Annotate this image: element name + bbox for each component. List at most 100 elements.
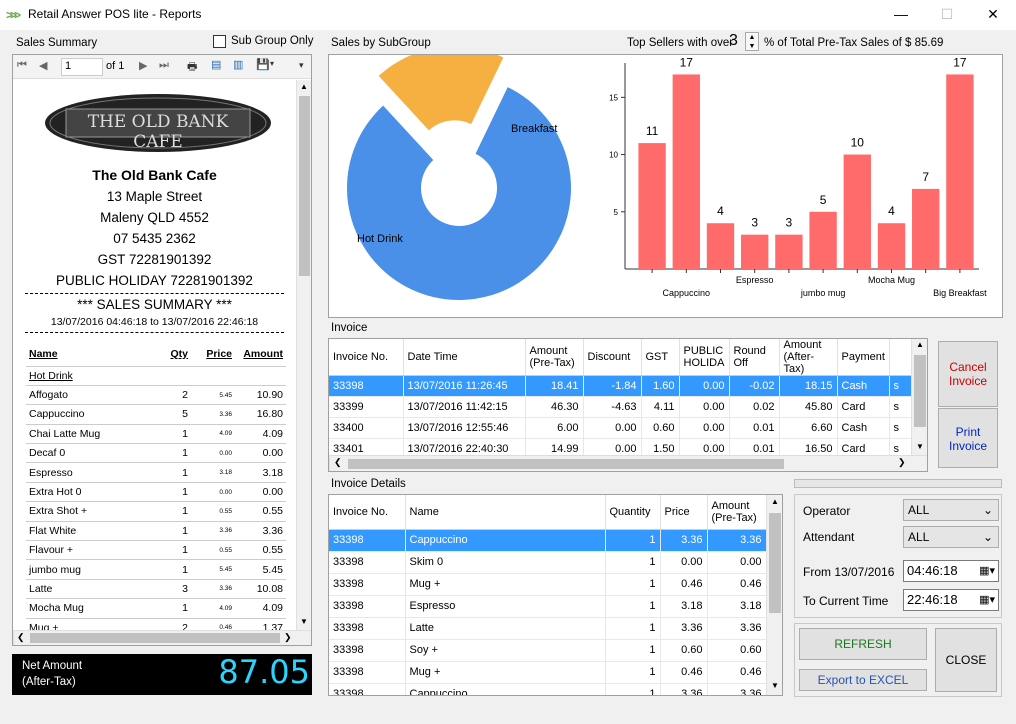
detail-cell: 1 — [605, 617, 661, 640]
to-time-picker[interactable]: 22:46:18 ▦▾ — [903, 589, 999, 611]
summary-cell-name: Extra Shot + — [26, 501, 146, 522]
invoice-row[interactable]: 33398 13/07/2016 11:26:45 18.41 -1.84 1.60 0.… — [329, 375, 927, 397]
action-panel: REFRESH CLOSE Export to EXCEL — [794, 623, 1002, 697]
close-button[interactable]: CLOSE — [935, 628, 997, 692]
invoice-header[interactable]: PUBLIC HOLIDA — [679, 339, 730, 376]
detail-row[interactable]: 33398 Mug +1 0.46 0.46 — [329, 573, 767, 596]
summary-cell-price: 5.45 — [191, 559, 235, 580]
summary-cell-price: 0.00 — [191, 443, 235, 464]
operator-label: Operator — [803, 504, 851, 518]
detail-header[interactable]: Quantity — [605, 495, 661, 530]
detail-cell: 33398 — [329, 661, 406, 684]
scroll-down-icon[interactable]: ▼ — [300, 617, 308, 626]
detail-header[interactable]: Name — [405, 495, 606, 530]
hscroll-thumb[interactable] — [348, 459, 784, 469]
detail-row[interactable]: 33398 Latte 1 3.36 3.36 — [329, 617, 767, 640]
page-setup-icon[interactable]: ▤ — [211, 59, 222, 71]
invoice-hscroll[interactable]: ❮ ❯ — [329, 455, 927, 471]
detail-row[interactable]: 33398 Mug +1 0.46 0.46 — [329, 661, 767, 684]
attendant-select[interactable]: ALL ⌄ — [903, 526, 999, 548]
invoice-header[interactable]: GST — [641, 339, 680, 376]
detail-header[interactable]: Invoice No. — [329, 495, 406, 530]
calendar-icon[interactable]: ▦▾ — [979, 565, 995, 577]
scroll-thumb[interactable] — [769, 513, 781, 613]
scroll-right-icon[interactable]: ❯ — [898, 457, 906, 467]
summary-cell-qty: 3 — [146, 579, 191, 600]
invoice-header[interactable]: Invoice No. — [329, 339, 404, 376]
from-time-picker[interactable]: 04:46:18 ▦▾ — [903, 560, 999, 582]
export-excel-button[interactable]: Export to EXCEL — [799, 669, 927, 691]
refresh-button[interactable]: REFRESH — [799, 628, 927, 660]
sub-group-checkbox[interactable] — [213, 35, 226, 48]
detail-cell: Mug + — [405, 573, 606, 596]
details-vscroll[interactable]: ▲ ▼ — [766, 495, 782, 695]
detail-cell: 0.46 — [660, 573, 708, 596]
invoice-row[interactable]: 33401 13/07/2016 22:40:30 14.99 0.00 1.50 0.0… — [329, 438, 927, 460]
scroll-up-icon[interactable]: ▲ — [300, 82, 308, 91]
invoice-vscroll[interactable]: ▲ ▼ — [911, 339, 927, 455]
receipt-vscroll[interactable]: ▲ ▼ — [296, 80, 311, 630]
invoice-header[interactable]: Round Off — [729, 339, 780, 376]
first-page-icon[interactable]: ⏮ — [17, 59, 27, 71]
hscroll-thumb[interactable] — [30, 633, 280, 643]
invoice-row[interactable]: 33400 13/07/2016 12:55:46 6.00 0.00 0.60 0.00… — [329, 417, 927, 439]
invoice-cell: 0.00 — [583, 417, 642, 439]
prev-page-icon[interactable]: ◀ — [39, 60, 48, 72]
attendant-label: Attendant — [803, 530, 855, 544]
scroll-left-icon[interactable]: ❮ — [334, 457, 342, 467]
store-holiday: PUBLIC HOLIDAY 72281901392 — [56, 273, 253, 288]
detail-cell: 1 — [605, 639, 661, 662]
invoice-header[interactable]: Date Time — [403, 339, 526, 376]
next-page-icon[interactable]: ▶ — [139, 60, 148, 72]
calendar-icon[interactable]: ▦▾ — [979, 594, 995, 606]
last-page-icon[interactable]: ⏭ — [159, 59, 169, 71]
invoice-header[interactable]: Amount (Pre-Tax) — [525, 339, 584, 376]
scroll-left-icon[interactable]: ❮ — [17, 632, 25, 642]
invoice-cell: 18.15 — [779, 375, 838, 397]
invoice-header[interactable]: Discount — [583, 339, 642, 376]
detail-header[interactable]: Amount (Pre-Tax) — [707, 495, 767, 530]
pie-slice-hot-drink — [346, 87, 571, 300]
invoice-cell: -0.02 — [729, 375, 780, 397]
top-sellers-prefix: Top Sellers with over — [627, 37, 734, 49]
scroll-down-icon[interactable]: ▼ — [771, 681, 779, 690]
page-number-input[interactable]: 1 — [61, 58, 103, 76]
top-sellers-value[interactable]: 3 — [729, 32, 738, 49]
print-icon[interactable]: 🖶 — [187, 61, 198, 73]
top-sellers-spinner[interactable]: ▲ ▼ — [745, 32, 759, 51]
invoice-row[interactable]: 33399 13/07/2016 11:42:15 46.30 -4.63 4.11 0.… — [329, 396, 927, 418]
detail-row[interactable]: 33398 Espresso 1 3.18 3.18 — [329, 595, 767, 618]
invoice-header[interactable]: Amount (After-Tax) — [779, 339, 838, 376]
summary-row: Extra Hot 0 1 0.00 0.00 — [26, 482, 286, 503]
detail-row[interactable]: 33398 Soy +1 0.60 0.60 — [329, 639, 767, 662]
scroll-thumb[interactable] — [299, 96, 310, 276]
cancel-invoice-button[interactable]: Cancel Invoice — [938, 341, 998, 407]
save-icon[interactable]: 💾 — [256, 59, 270, 71]
detail-row[interactable]: 33398 Cappuccino 1 3.36 3.36 — [329, 529, 767, 552]
scroll-up-icon[interactable]: ▲ — [771, 497, 779, 506]
y-tick-label: 10 — [609, 151, 618, 160]
scroll-thumb[interactable] — [914, 355, 926, 427]
detail-row[interactable]: 33398 Cappuccino 1 3.36 3.36 — [329, 683, 767, 695]
receipt-hscroll[interactable]: ❮ ❯ — [13, 630, 311, 645]
maximize-button[interactable]: ☐ — [940, 6, 954, 22]
minimize-button[interactable]: — — [894, 6, 908, 22]
invoice-cell: -1.84 — [583, 375, 642, 397]
col-name: Name — [26, 342, 146, 367]
operator-select[interactable]: ALL ⌄ — [903, 499, 999, 521]
scroll-right-icon[interactable]: ❯ — [284, 632, 292, 642]
detail-cell: 3.18 — [660, 595, 708, 618]
book-icon[interactable]: ▥ — [233, 59, 244, 71]
overflow-icon[interactable]: ▾ — [299, 60, 304, 70]
scroll-up-icon[interactable]: ▲ — [916, 340, 924, 349]
invoice-cell: 6.00 — [525, 417, 584, 439]
detail-header[interactable]: Price — [660, 495, 708, 530]
scroll-down-icon[interactable]: ▼ — [916, 442, 924, 451]
detail-row[interactable]: 33398 Skim 0 1 0.00 0.00 — [329, 551, 767, 574]
invoice-cell: 33399 — [329, 396, 404, 418]
print-invoice-button[interactable]: Print Invoice — [938, 408, 998, 468]
close-window-button[interactable]: ✕ — [987, 6, 999, 22]
save-dropdown-icon[interactable]: ▾ — [270, 59, 275, 68]
invoice-header[interactable]: Payment — [837, 339, 890, 376]
summary-cell-amount: 16.80 — [235, 404, 286, 425]
